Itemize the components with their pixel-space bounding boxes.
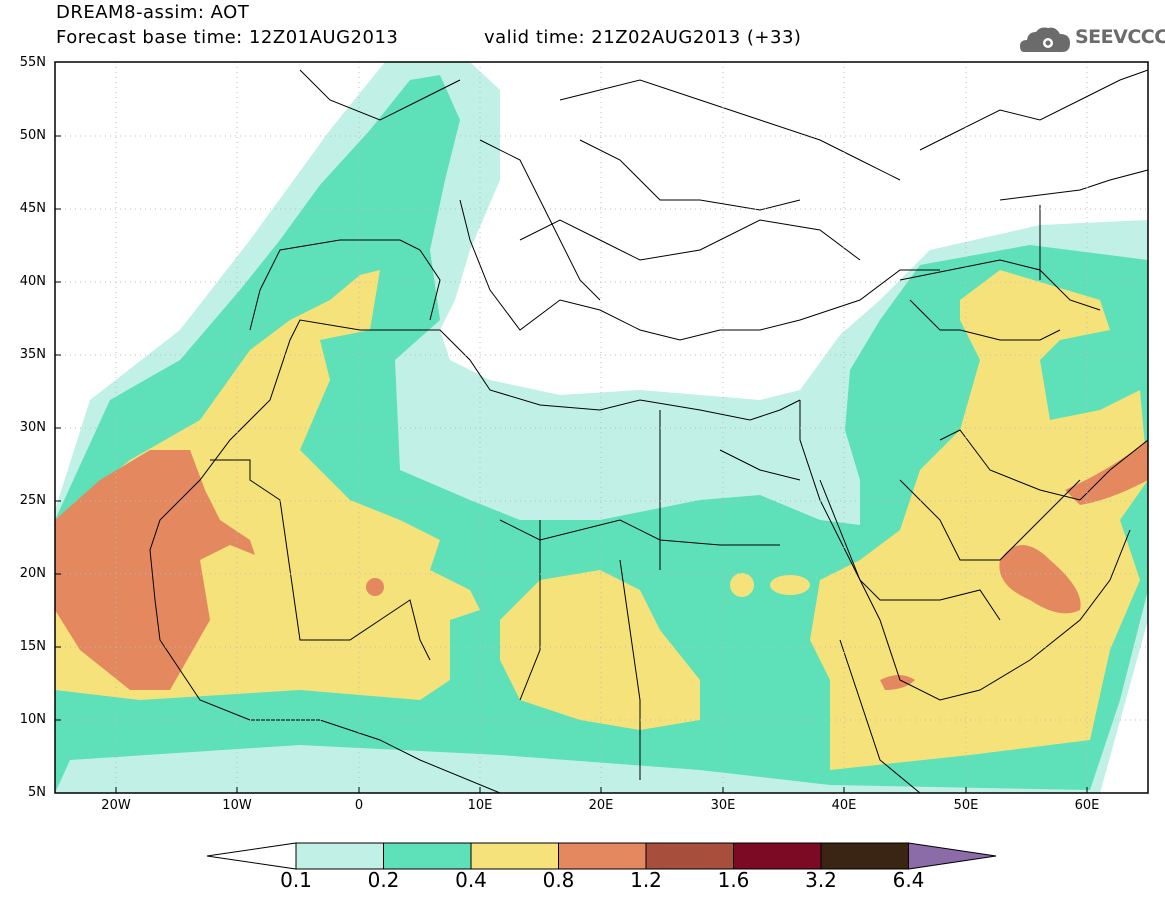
- forecast-base-time: Forecast base time: 12Z01AUG2013: [56, 27, 399, 48]
- lat-label: 30N: [19, 420, 46, 435]
- colorbar-bin-6: [820, 842, 909, 870]
- colorbar-bin-1: [383, 842, 472, 870]
- lon-label: 40E: [831, 798, 857, 813]
- lon-label: 0: [354, 798, 364, 813]
- lon-label: 60E: [1074, 798, 1100, 813]
- lon-label: 50E: [953, 798, 979, 813]
- colorbar-bin-4: [645, 842, 734, 870]
- aot-contour-0-8-west: [55, 450, 255, 690]
- graticule: [55, 62, 1148, 793]
- aot-contour-0-8-aden: [880, 675, 915, 690]
- colorbar-bin-0: [295, 842, 384, 870]
- logo-text: SEEVCCC: [1075, 26, 1165, 48]
- colorbar: [206, 842, 997, 870]
- cloud-logo-icon: [1020, 27, 1070, 52]
- colorbar-label: 1.2: [630, 868, 662, 892]
- aot-contour-0-8-dot: [366, 578, 384, 596]
- lat-label: 35N: [19, 347, 46, 362]
- lon-label: 20E: [588, 798, 614, 813]
- colorbar-label: 3.2: [805, 868, 837, 892]
- colorbar-label: 0.2: [367, 868, 400, 892]
- map-frame: [54, 61, 1149, 794]
- lat-label: 45N: [19, 201, 46, 216]
- lon-label: 10E: [467, 798, 493, 813]
- lon-label: 10W: [222, 798, 252, 813]
- colorbar-bin-2: [470, 842, 559, 870]
- lat-label: 10N: [19, 712, 46, 727]
- seevccc-logo: SEEVCCC: [1018, 22, 1165, 60]
- lat-label: 25N: [19, 493, 46, 508]
- map-title: DREAM8-assim: AOT: [56, 2, 250, 23]
- colorbar-label: 6.4: [892, 868, 925, 892]
- colorbar-label: 0.8: [542, 868, 575, 892]
- lat-label: 55N: [19, 55, 46, 70]
- colorbar-label: 0.4: [455, 868, 487, 892]
- axis-ticks: [55, 135, 1088, 793]
- lat-label: 20N: [19, 566, 46, 581]
- aot-contour-0-8-arabia: [999, 545, 1081, 614]
- lat-label: 15N: [19, 639, 46, 654]
- colorbar-under-arrow: [206, 842, 297, 870]
- colorbar-bin-3: [558, 842, 647, 870]
- valid-time: valid time: 21Z02AUG2013 (+33): [484, 27, 802, 48]
- aot-contour-0-4-patch: [730, 573, 810, 597]
- colorbar-bin-5: [733, 842, 822, 870]
- lat-label: 50N: [19, 128, 46, 143]
- colorbar-label: 1.6: [717, 868, 750, 892]
- colorbar-over-arrow: [908, 842, 997, 870]
- coastlines: [149, 69, 1148, 793]
- lat-label: 5N: [28, 785, 46, 800]
- colorbar-label: 0.1: [280, 868, 312, 892]
- lat-label: 40N: [19, 274, 46, 289]
- aot-contour-0-4-arabia: [810, 270, 1148, 770]
- aot-contour-0-4-sahel: [500, 570, 700, 730]
- lon-label: 20W: [101, 798, 131, 813]
- lon-label: 30E: [710, 798, 736, 813]
